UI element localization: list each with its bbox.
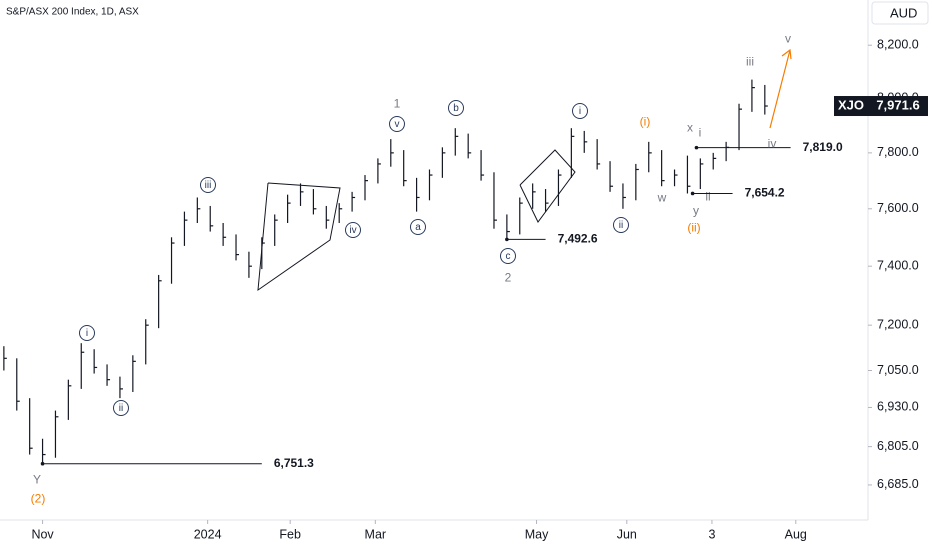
currency: AUD (890, 5, 917, 20)
y-tick-label: 7,050.0 (877, 363, 919, 377)
wave-circle (448, 100, 464, 116)
y-tick-label: 8,200.0 (877, 37, 919, 51)
triangle-pattern (519, 149, 576, 223)
wave-circle (345, 222, 361, 238)
wave-label: w (657, 191, 667, 205)
wave-circle (500, 248, 516, 264)
x-tick-label: Nov (31, 527, 54, 541)
x-tick-label: Mar (365, 527, 387, 541)
y-tick-label: 6,805.0 (877, 439, 919, 453)
wave-label: 1 (394, 97, 401, 111)
symbol-label: XJO (838, 97, 864, 112)
wave-label: 2 (505, 271, 512, 285)
x-tick-label: Jun (617, 527, 637, 541)
wave-label: (ii) (687, 221, 700, 235)
y-tick-label: 7,400.0 (877, 258, 919, 272)
y-tick-label: 7,800.0 (877, 145, 919, 159)
wave-label: c (506, 251, 511, 262)
y-tick-label: 7,600.0 (877, 201, 919, 215)
x-tick-label: Feb (279, 527, 301, 541)
y-tick-label: 7,200.0 (877, 317, 919, 331)
wave-label: iv (349, 225, 356, 236)
wave-label: i (699, 126, 702, 140)
wave-label: b (453, 103, 459, 114)
y-tick-label: 6,685.0 (877, 477, 919, 491)
last-price-box (868, 96, 928, 117)
wave-label: ii (119, 403, 123, 414)
wave-label: (2) (31, 492, 46, 506)
level-anchor (40, 461, 45, 466)
wave-label: iii (205, 180, 212, 191)
wave-label: y (693, 204, 699, 218)
x-tick-label: 2024 (194, 527, 222, 541)
wave-label: v (785, 32, 791, 46)
y-tick-label: 6,930.0 (877, 400, 919, 414)
symbol-box (834, 96, 868, 117)
x-tick-label: Aug (785, 527, 807, 541)
wave-label: Y (33, 473, 41, 487)
chart-title: S&P/ASX 200 Index, 1D, ASX (6, 7, 139, 18)
wave-label: v (395, 119, 400, 130)
wave-label: i (86, 328, 88, 339)
last-price-label: 7,971.6 (876, 97, 919, 112)
wave-circle (79, 325, 95, 341)
wave-circle (389, 116, 405, 132)
x-tick-label: 3 (708, 527, 715, 541)
wave-circle (613, 217, 629, 233)
level-anchor (690, 191, 695, 196)
projection-arrow (769, 48, 792, 129)
x-tick-label: May (525, 527, 549, 541)
wave-circle (200, 177, 216, 193)
currency-box (871, 1, 929, 25)
wave-label: a (415, 222, 421, 233)
wave-circle (113, 400, 129, 416)
wave-label: iv (768, 137, 777, 151)
level-label: 7,492.6 (558, 232, 598, 246)
wave-label: (i) (640, 115, 651, 129)
wave-label: i (579, 106, 581, 117)
level-anchor (694, 145, 699, 150)
wave-label: ii (619, 220, 623, 231)
wave-label: iii (746, 55, 754, 69)
wave-circle (572, 103, 588, 119)
wave-circle (410, 219, 426, 235)
wave-label: x (687, 121, 693, 135)
level-label: 7,654.2 (745, 186, 785, 200)
level-label: 6,751.3 (274, 456, 314, 470)
wave-label: ii (705, 190, 710, 204)
level-label: 7,819.0 (803, 140, 843, 154)
